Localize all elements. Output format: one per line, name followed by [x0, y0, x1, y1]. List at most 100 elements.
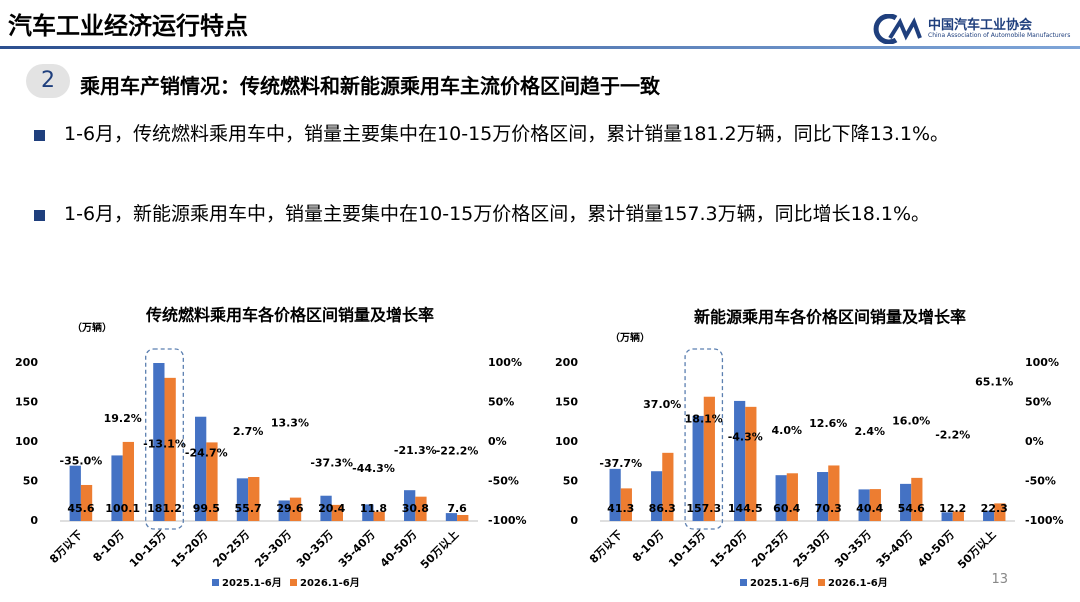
section-number: 2: [26, 64, 70, 98]
x-tick-label: 25-30万: [791, 528, 833, 570]
bar: [828, 465, 840, 521]
bar: [620, 488, 632, 521]
bar: [703, 396, 715, 521]
header-rule: [0, 46, 1080, 49]
growth-label: -13.1%: [143, 437, 186, 450]
bar: [195, 416, 207, 521]
growth-label: -21.3%: [394, 444, 437, 457]
y-tick-label: 200: [15, 356, 38, 369]
bar-value-label: 144.5: [728, 502, 763, 515]
y2-tick-label: -100%: [488, 514, 527, 527]
highlight-box: [684, 348, 724, 530]
y-tick-label: 150: [15, 396, 38, 409]
growth-label: -2.2%: [935, 429, 970, 442]
x-tick-label: 40-50万: [915, 528, 957, 570]
bar: [362, 504, 374, 521]
y2-tick-label: 100%: [1025, 356, 1059, 369]
logo-mark: [873, 13, 922, 45]
y-tick-label: 0: [570, 514, 578, 527]
x-tick-label: 25-30万: [252, 528, 294, 570]
legend-swatch: [290, 579, 297, 586]
growth-label: 18.1%: [685, 413, 723, 426]
x-tick-label: 35-40万: [874, 528, 916, 570]
bar: [278, 500, 290, 521]
bar-value-label: 55.7: [235, 502, 262, 515]
bar: [289, 497, 302, 521]
legend-label: 2025.1-6月: [222, 577, 282, 589]
growth-label: 37.0%: [643, 398, 681, 411]
bullet-text: 1-6月，传统燃料乘用车中，销量主要集中在10-15万价格区间，累计销量181.…: [64, 123, 949, 145]
growth-point: [373, 476, 374, 477]
bar: [745, 406, 757, 521]
bar-value-label: 40.4: [856, 502, 883, 515]
x-tick-label: 15-20万: [708, 528, 750, 570]
bar: [941, 512, 953, 521]
y-axis-label: （万辆）: [72, 321, 112, 334]
bar: [734, 400, 746, 521]
x-tick-label: 35-40万: [336, 528, 378, 570]
y2-tick-label: 0%: [488, 435, 507, 448]
bar: [609, 468, 621, 521]
bar: [911, 477, 923, 521]
bar: [952, 511, 964, 521]
y-tick-label: 150: [555, 396, 578, 409]
bar: [248, 476, 260, 521]
bar: [111, 455, 123, 521]
growth-point: [828, 432, 829, 433]
growth-label: 65.1%: [975, 376, 1013, 389]
x-tick-label: 20-25万: [749, 528, 791, 570]
bar: [153, 363, 165, 521]
bar-value-label: 70.3: [815, 502, 842, 515]
y2-tick-label: -50%: [1025, 475, 1056, 488]
legend-label: 2025.1-6月: [750, 577, 810, 589]
bar-value-label: 20.4: [318, 502, 345, 515]
bar-value-label: 41.3: [607, 502, 634, 515]
x-tick-label: 8万以下: [47, 528, 85, 566]
growth-label: 2.7%: [233, 425, 264, 438]
growth-point: [786, 438, 787, 439]
bar: [69, 465, 81, 521]
bar: [206, 442, 218, 521]
x-tick-label: 15-20万: [169, 528, 211, 570]
bar: [858, 489, 870, 521]
x-tick-label: 20-25万: [210, 528, 252, 570]
legend-label: 2026.1-6月: [300, 577, 360, 589]
growth-label: -44.3%: [352, 462, 395, 475]
y2-tick-label: 50%: [488, 396, 514, 409]
bar-value-label: 54.6: [898, 502, 925, 515]
y2-tick-label: 100%: [488, 356, 522, 369]
bar: [994, 503, 1006, 521]
bar: [662, 452, 674, 521]
bar: [445, 513, 458, 521]
x-tick-label: 10-15万: [127, 528, 169, 570]
bar: [164, 377, 176, 521]
bar: [122, 441, 134, 521]
growth-point: [869, 440, 870, 441]
logo-sub: China Association of Automobile Manufact…: [928, 32, 1071, 39]
y2-tick-label: 0%: [1025, 435, 1044, 448]
growth-label: 2.4%: [854, 425, 885, 438]
y-tick-label: 50: [563, 475, 579, 488]
bar: [373, 511, 385, 521]
bar: [692, 415, 704, 521]
bar-value-label: 60.4: [773, 502, 800, 515]
bar-value-label: 86.3: [649, 502, 676, 515]
bar: [331, 504, 343, 521]
growth-point: [248, 439, 249, 440]
bar: [320, 495, 332, 521]
growth-point: [331, 471, 332, 472]
x-tick-label: 8-10万: [630, 528, 666, 564]
page-number: 13: [991, 572, 1008, 587]
growth-label: 19.2%: [104, 412, 142, 425]
growth-point: [289, 431, 290, 432]
bar: [869, 489, 881, 521]
bullet-text: 1-6月，新能源乘用车中，销量主要集中在10-15万价格区间，累计销量157.3…: [64, 203, 930, 225]
growth-point: [994, 390, 995, 391]
x-tick-label: 50万以上: [417, 527, 461, 571]
header-title: 汽车工业经济运行特点: [8, 12, 248, 40]
bar: [415, 496, 427, 521]
growth-label: -22.2%: [436, 445, 479, 458]
y-tick-label: 50: [23, 475, 39, 488]
